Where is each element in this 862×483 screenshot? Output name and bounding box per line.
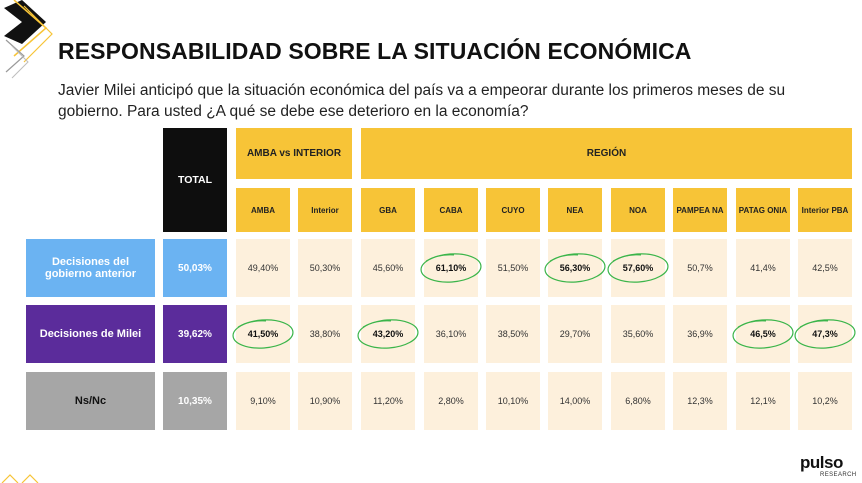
column-header: GBA — [361, 188, 415, 232]
table-cell: 35,60% — [611, 305, 665, 363]
table-cell: 12,1% — [736, 372, 790, 430]
column-header: PAMPEA NA — [673, 188, 727, 232]
column-header: PATAG ONIA — [736, 188, 790, 232]
row-total: 10,35% — [163, 372, 227, 430]
table-cell: 12,3% — [673, 372, 727, 430]
bottom-decoration — [1, 474, 39, 483]
brand-logo-subtext: RESEARCH — [820, 472, 857, 478]
table-cell: 6,80% — [611, 372, 665, 430]
group-header-amba-interior: AMBA vs INTERIOR — [236, 128, 352, 179]
table-cell: 47,3% — [798, 305, 852, 363]
table-cell: 38,50% — [486, 305, 540, 363]
question-text: Javier Milei anticipó que la situación e… — [58, 82, 786, 120]
corner-decoration — [4, 0, 53, 79]
table-cell: 38,80% — [298, 305, 352, 363]
row-label: Ns/Nc — [26, 372, 155, 430]
table-cell: 10,10% — [486, 372, 540, 430]
column-header: NEA — [548, 188, 602, 232]
row-total: 50,03% — [163, 239, 227, 297]
table-cell: 10,2% — [798, 372, 852, 430]
total-column-header: TOTAL — [163, 128, 227, 232]
group-header-region: REGIÓN — [361, 128, 852, 179]
column-header: NOA — [611, 188, 665, 232]
table-cell: 14,00% — [548, 372, 602, 430]
table-cell: 50,30% — [298, 239, 352, 297]
table-cell: 36,10% — [424, 305, 478, 363]
table-cell: 43,20% — [361, 305, 415, 363]
row-label: Decisiones de Milei — [26, 305, 155, 363]
table-cell: 45,60% — [361, 239, 415, 297]
page-title: RESPONSABILIDAD SOBRE LA SITUACIÓN ECONÓ… — [58, 38, 692, 64]
column-header: CABA — [424, 188, 478, 232]
table-cell: 36,9% — [673, 305, 727, 363]
column-header: AMBA — [236, 188, 290, 232]
row-label: Decisiones del gobierno anterior — [26, 239, 155, 297]
table-cell: 46,5% — [736, 305, 790, 363]
column-header: Interior PBA — [798, 188, 852, 232]
table-cell: 2,80% — [424, 372, 478, 430]
column-header: CUYO — [486, 188, 540, 232]
column-header: Interior — [298, 188, 352, 232]
table-cell: 29,70% — [548, 305, 602, 363]
brand-logo: pulso RESEARCH — [800, 453, 860, 483]
table-cell: 42,5% — [798, 239, 852, 297]
row-total: 39,62% — [163, 305, 227, 363]
brand-logo-text: pulso — [800, 453, 843, 472]
table-cell: 56,30% — [548, 239, 602, 297]
table-cell: 51,50% — [486, 239, 540, 297]
table-cell: 41,50% — [236, 305, 290, 363]
table-cell: 10,90% — [298, 372, 352, 430]
table-cell: 9,10% — [236, 372, 290, 430]
table-cell: 41,4% — [736, 239, 790, 297]
table-cell: 49,40% — [236, 239, 290, 297]
table-cell: 61,10% — [424, 239, 478, 297]
table-cell: 50,7% — [673, 239, 727, 297]
table-cell: 11,20% — [361, 372, 415, 430]
table-cell: 57,60% — [611, 239, 665, 297]
